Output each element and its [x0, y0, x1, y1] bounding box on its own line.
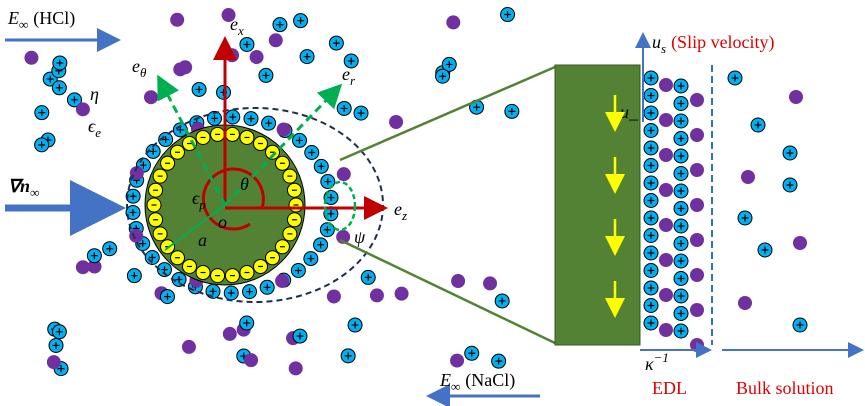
label: Bulk solution [736, 378, 834, 398]
label-rest: (HCl) [33, 8, 75, 29]
anion [170, 13, 184, 27]
label-sub: ∞ [30, 185, 39, 200]
label-sub: x [237, 23, 244, 38]
anion [76, 260, 90, 274]
label-main: θ [240, 174, 249, 194]
label-main: EDL [652, 378, 687, 398]
anion [289, 361, 303, 375]
label-main: e [342, 64, 350, 84]
anion [659, 78, 673, 92]
label-main: u [652, 32, 661, 52]
anion [659, 288, 673, 302]
label-sub: r [350, 73, 356, 88]
psi-marker [325, 182, 355, 230]
label: E∞ (HCl) [7, 8, 75, 32]
label-main: E [7, 8, 19, 28]
label: ϵe [88, 116, 101, 140]
label-sub: p [198, 197, 206, 212]
label-main: E [439, 370, 451, 390]
label-sub: e [95, 125, 101, 140]
anion [659, 113, 673, 127]
label-main: a [198, 230, 207, 250]
label-main: κ [645, 354, 654, 374]
anion [738, 296, 752, 310]
label-rest: (Slip velocity) [671, 32, 774, 53]
label-main: o [218, 212, 227, 232]
anion [690, 268, 704, 282]
anion [144, 90, 158, 104]
anion [244, 353, 258, 367]
label-main: e [394, 199, 402, 219]
anion [275, 274, 289, 288]
anion [483, 276, 497, 290]
label-main: ∇n [8, 176, 30, 196]
label: E∞ (NaCl) [439, 370, 515, 394]
anion [659, 183, 673, 197]
label: ex [230, 14, 244, 38]
anion [690, 93, 704, 107]
label-rest: (NaCl) [465, 370, 515, 391]
anion [789, 90, 803, 104]
anion [250, 50, 264, 64]
label: u_ [620, 102, 639, 122]
label: EDL [652, 378, 687, 398]
ions [24, 8, 807, 376]
label: κ−1 [645, 350, 669, 374]
anion [395, 287, 409, 301]
anion [690, 128, 704, 142]
anion [47, 355, 61, 369]
anion [690, 163, 704, 177]
label: us (Slip velocity) [652, 32, 775, 56]
anion [793, 236, 807, 250]
anion [690, 198, 704, 212]
label: a [198, 230, 207, 250]
label-main: η [90, 84, 99, 104]
label: θ [240, 174, 249, 194]
anion [690, 233, 704, 247]
label-main: e [230, 14, 238, 34]
anion [24, 51, 38, 65]
anion [327, 289, 341, 303]
anion [659, 323, 673, 337]
anion [659, 148, 673, 162]
anion [690, 303, 704, 317]
anion [225, 48, 239, 62]
anion [659, 218, 673, 232]
label-sub: ∞ [19, 17, 28, 32]
label: ψ [354, 227, 366, 247]
label-sub: ∞ [451, 379, 460, 394]
anion [370, 288, 384, 302]
label: η [90, 84, 99, 104]
anion [446, 15, 460, 29]
anion [182, 340, 196, 354]
label: o [218, 212, 227, 232]
label: ez [394, 199, 407, 223]
anion [173, 62, 187, 76]
anion [389, 115, 403, 129]
diagram: E∞(HCl)ηϵe∇n∞exeθerezϵpθoaψus(Slip veloc… [0, 0, 865, 406]
anion [337, 167, 351, 181]
label-main: ψ [354, 227, 366, 247]
anion [223, 327, 237, 341]
label: ∇n∞ [8, 176, 39, 200]
anion [76, 102, 90, 116]
anion [277, 122, 291, 136]
anion [659, 253, 673, 267]
anion [741, 170, 755, 184]
label-main: u_ [620, 102, 639, 122]
label-sub: s [661, 41, 666, 56]
label: eθ [132, 56, 147, 80]
label-sub: θ [140, 65, 147, 80]
label-main: Bulk solution [736, 378, 834, 398]
anion [269, 33, 283, 47]
anion [129, 229, 143, 243]
anion [451, 274, 465, 288]
label-main: e [132, 56, 140, 76]
anion [450, 354, 464, 368]
label-sup: −1 [654, 350, 669, 365]
label-sub: z [401, 208, 407, 223]
